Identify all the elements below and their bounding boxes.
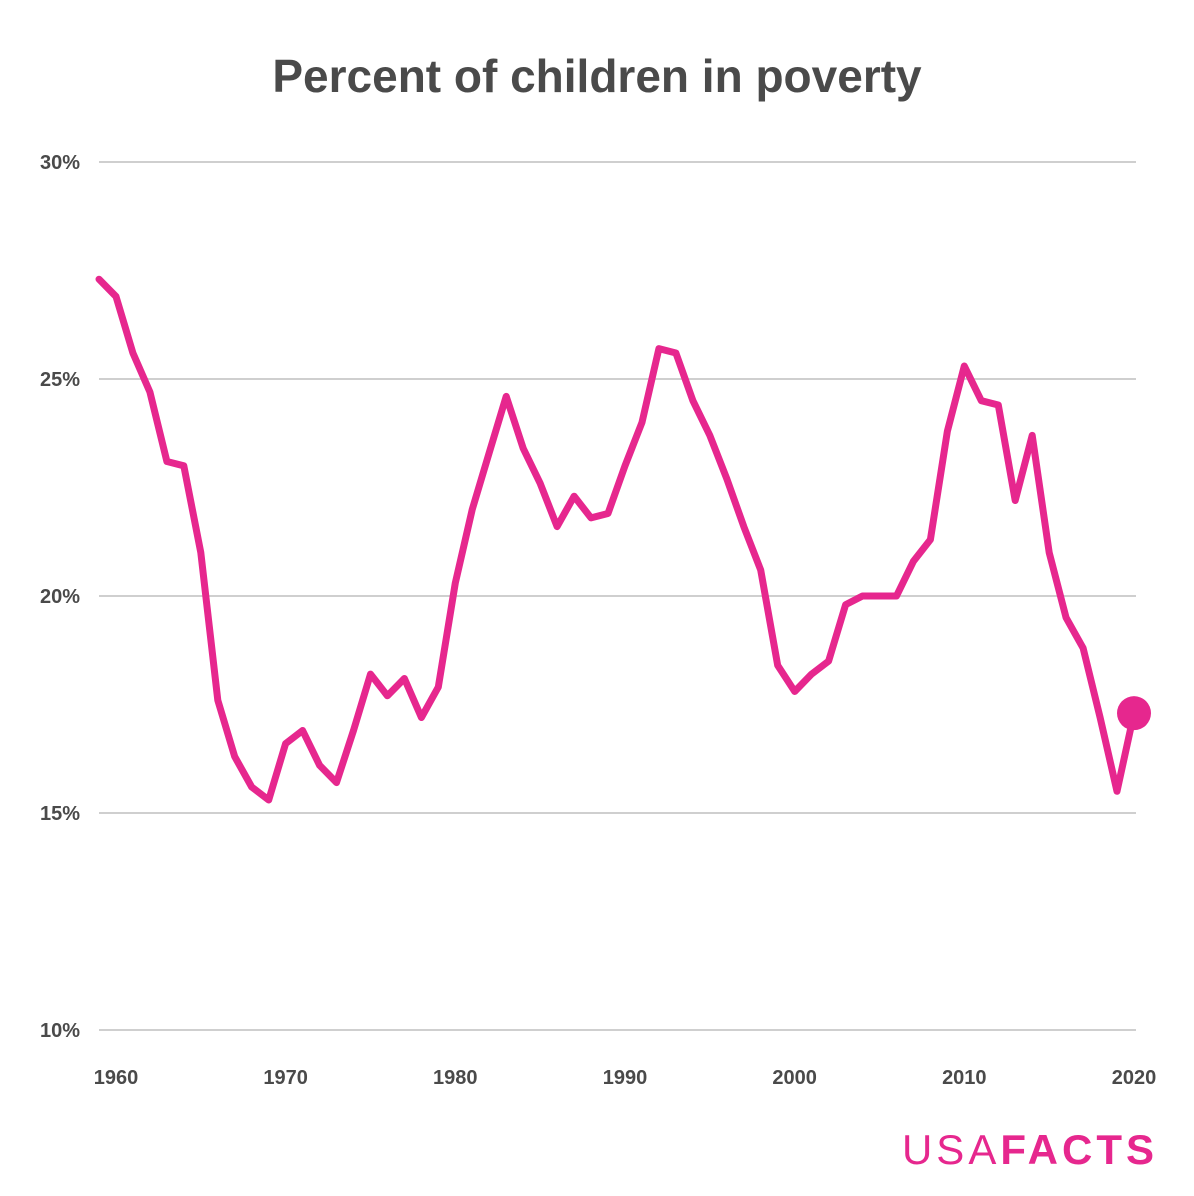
- data-point: [265, 796, 272, 803]
- x-tick-label: 1970: [263, 1067, 308, 1089]
- data-point: [503, 393, 510, 400]
- data-point: [248, 783, 255, 790]
- gridlines: [99, 161, 1136, 1031]
- data-point: [740, 523, 747, 530]
- data-point: [757, 566, 764, 573]
- data-point: [706, 432, 713, 439]
- data-point: [214, 697, 221, 704]
- data-point: [893, 593, 900, 600]
- data-point: [655, 345, 662, 352]
- data-point: [672, 349, 679, 356]
- data-point: [689, 397, 696, 404]
- logo-bold-text: FACTS: [1000, 1126, 1158, 1173]
- data-point: [961, 362, 968, 369]
- data-point: [146, 389, 153, 396]
- data-point: [978, 397, 985, 404]
- y-axis-tick-labels: 10% 15% 20% 25% 30%: [40, 152, 80, 1042]
- data-point: [927, 536, 934, 543]
- data-point: [638, 419, 645, 426]
- data-point: [825, 658, 832, 665]
- data-point: [367, 671, 374, 678]
- y-tick-label: 30%: [40, 152, 80, 174]
- chart-title: Percent of children in poverty: [272, 50, 922, 102]
- data-point: [554, 523, 561, 530]
- data-point: [791, 688, 798, 695]
- data-point: [621, 462, 628, 469]
- data-point: [231, 753, 238, 760]
- data-point: [1063, 614, 1070, 621]
- data-point: [486, 449, 493, 456]
- data-point: [180, 462, 187, 469]
- data-point: [808, 671, 815, 678]
- data-point: [112, 293, 119, 300]
- data-point: [1114, 788, 1121, 795]
- last-point-marker: [1117, 696, 1151, 731]
- data-point: [876, 593, 883, 600]
- data-point: [1012, 497, 1019, 504]
- data-point: [842, 601, 849, 608]
- data-point: [944, 428, 951, 435]
- series-layer: [95, 275, 1151, 804]
- y-tick-label: 10%: [40, 1020, 80, 1042]
- x-tick-label: 2000: [772, 1067, 817, 1089]
- data-point: [537, 480, 544, 487]
- data-point: [418, 714, 425, 721]
- data-point: [350, 727, 357, 734]
- data-point: [723, 475, 730, 482]
- data-point: [96, 276, 103, 283]
- y-tick-label: 20%: [40, 586, 80, 608]
- data-point: [299, 727, 306, 734]
- data-point: [163, 458, 170, 465]
- data-point: [859, 593, 866, 600]
- logo-light-text: USA: [902, 1126, 1000, 1173]
- y-tick-label: 15%: [40, 803, 80, 825]
- data-point: [995, 402, 1002, 409]
- data-point: [452, 579, 459, 586]
- data-point: [333, 779, 340, 786]
- data-point: [571, 493, 578, 500]
- data-point: [282, 740, 289, 747]
- data-point: [910, 558, 917, 565]
- y-tick-label: 25%: [40, 369, 80, 391]
- data-point: [401, 675, 408, 682]
- data-point: [316, 762, 323, 769]
- data-point: [605, 510, 612, 517]
- data-point: [1080, 645, 1087, 652]
- x-tick-label: 1960: [94, 1067, 139, 1089]
- x-tick-label: 1990: [603, 1067, 648, 1089]
- data-point: [1029, 432, 1036, 439]
- data-point: [588, 514, 595, 521]
- x-axis-tick-labels: 1960 1970 1980 1990 2000 2010 2020: [94, 1067, 1157, 1089]
- data-point: [469, 506, 476, 513]
- x-tick-label: 2020: [1112, 1067, 1157, 1089]
- data-point: [1097, 714, 1104, 721]
- usafacts-logo: USAFACTS: [902, 1126, 1158, 1173]
- data-point: [435, 684, 442, 691]
- x-tick-label: 2010: [942, 1067, 987, 1089]
- data-point: [129, 349, 136, 356]
- data-point: [197, 549, 204, 556]
- x-tick-label: 1980: [433, 1067, 478, 1089]
- data-point: [520, 445, 527, 452]
- data-point: [1046, 549, 1053, 556]
- series-line-0: [95, 275, 1138, 804]
- data-point: [774, 662, 781, 669]
- data-point: [384, 692, 391, 699]
